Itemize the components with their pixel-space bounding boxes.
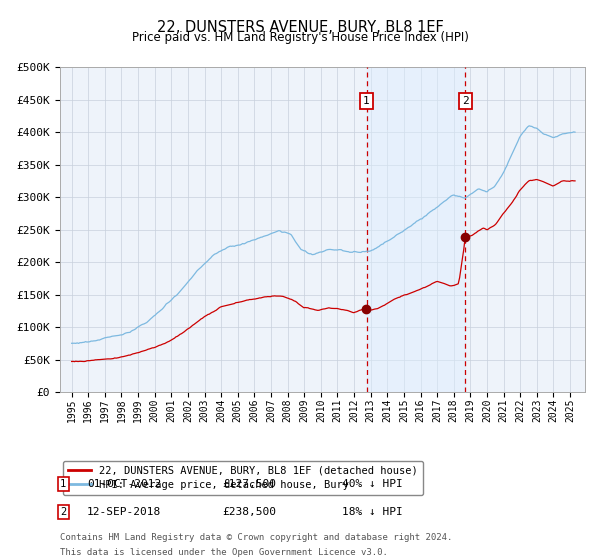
Text: £127,500: £127,500 bbox=[222, 479, 276, 489]
Text: 40% ↓ HPI: 40% ↓ HPI bbox=[342, 479, 403, 489]
Legend: 22, DUNSTERS AVENUE, BURY, BL8 1EF (detached house), HPI: Average price, detache: 22, DUNSTERS AVENUE, BURY, BL8 1EF (deta… bbox=[62, 460, 423, 495]
Text: 2: 2 bbox=[60, 507, 66, 517]
Text: 1: 1 bbox=[60, 479, 66, 489]
Text: 18% ↓ HPI: 18% ↓ HPI bbox=[342, 507, 403, 517]
Text: £238,500: £238,500 bbox=[222, 507, 276, 517]
Text: 12-SEP-2018: 12-SEP-2018 bbox=[87, 507, 161, 517]
Text: 01-OCT-2012: 01-OCT-2012 bbox=[87, 479, 161, 489]
Text: Price paid vs. HM Land Registry's House Price Index (HPI): Price paid vs. HM Land Registry's House … bbox=[131, 31, 469, 44]
Text: This data is licensed under the Open Government Licence v3.0.: This data is licensed under the Open Gov… bbox=[60, 548, 388, 557]
Text: 2: 2 bbox=[462, 96, 469, 106]
Text: 22, DUNSTERS AVENUE, BURY, BL8 1EF: 22, DUNSTERS AVENUE, BURY, BL8 1EF bbox=[157, 20, 443, 35]
Text: 1: 1 bbox=[363, 96, 370, 106]
Text: Contains HM Land Registry data © Crown copyright and database right 2024.: Contains HM Land Registry data © Crown c… bbox=[60, 533, 452, 542]
Bar bbox=[367, 67, 466, 392]
